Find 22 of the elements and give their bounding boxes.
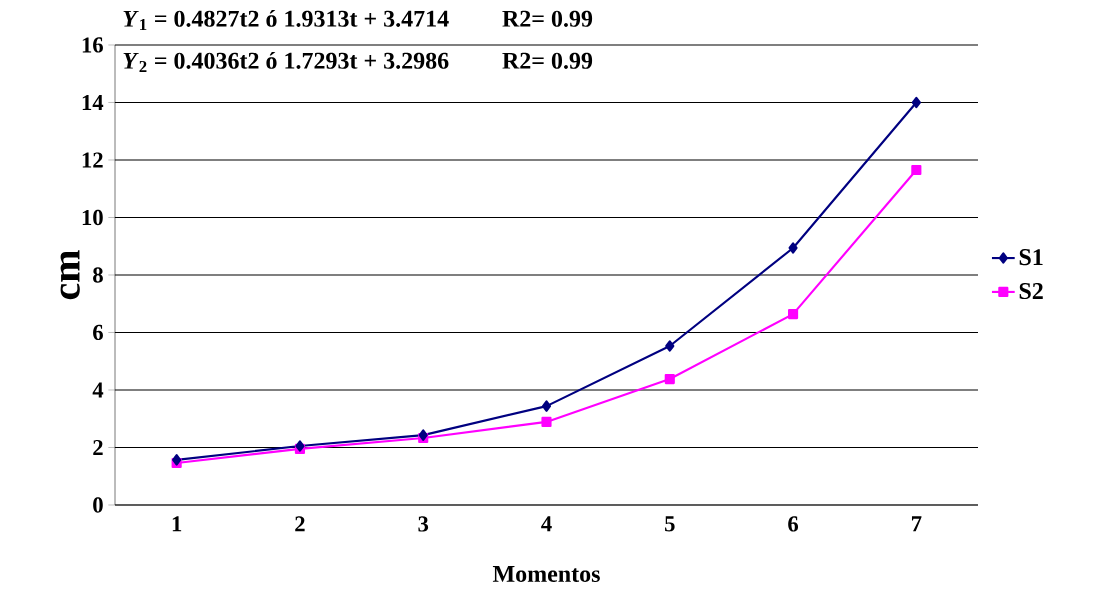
annotation: Y$_{2}$ = 0.4036t2 ó 1.7293t + 3.2986 R2= 0.99 <box>123 51 593 73</box>
y-tick-label: 0 <box>93 497 103 513</box>
x-tick-label: 7 <box>911 516 922 532</box>
x-tick-label: 4 <box>541 516 552 532</box>
legend-label: S2 <box>1019 282 1043 300</box>
y-axis-title: cm <box>60 250 80 300</box>
y-tick-label: 12 <box>82 152 103 168</box>
y-tick-label: 10 <box>82 209 103 226</box>
x-axis-title: Momentos <box>492 566 600 583</box>
y-tick-label: 14 <box>82 95 104 110</box>
y-tick-label: 16 <box>82 37 103 53</box>
y-tick-label: 8 <box>93 267 103 283</box>
y-tick-label: 2 <box>93 439 103 455</box>
y-tick-label: 4 <box>92 382 104 398</box>
legend-label: S1 <box>1019 249 1043 266</box>
y-tick-label: 6 <box>93 324 103 341</box>
x-tick-label: 5 <box>665 516 675 532</box>
x-tick-label: 6 <box>788 516 799 532</box>
x-tick-label: 2 <box>295 516 305 532</box>
x-tick-label: 1 <box>172 516 182 532</box>
x-tick-label: 3 <box>418 516 429 532</box>
text: Y$_{1}$ = 0.4827t2 ó 1.9313t + 3.4714 R2= 0.99 <box>123 9 593 31</box>
